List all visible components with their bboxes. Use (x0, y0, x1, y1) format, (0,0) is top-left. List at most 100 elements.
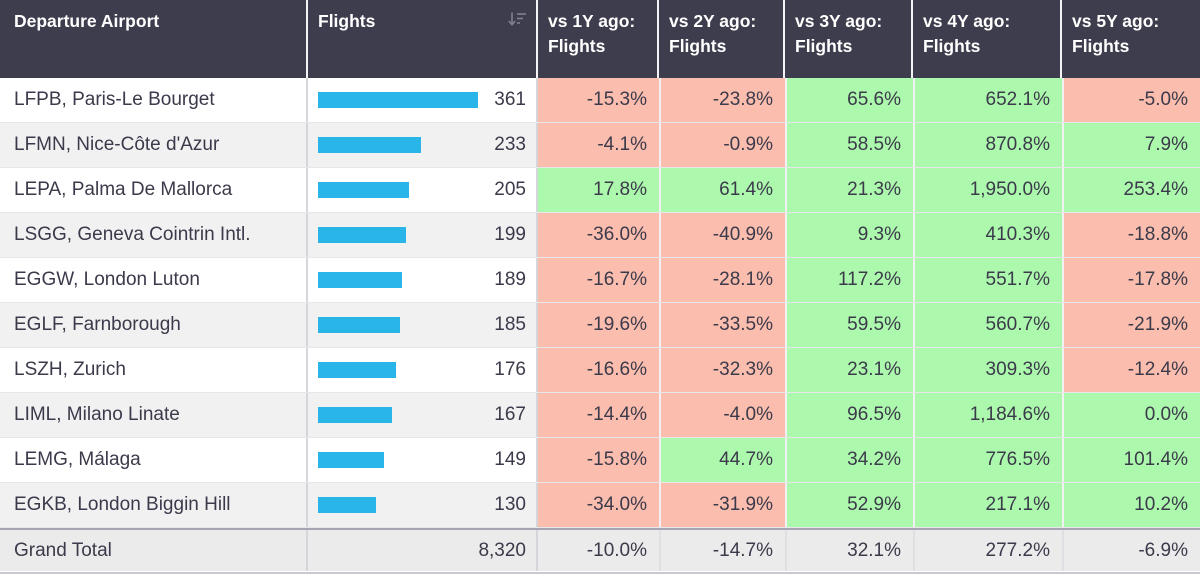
column-header-label: vs 3Y ago: Flights (795, 11, 883, 57)
airport-cell: LEPA, Palma De Mallorca (0, 168, 308, 212)
flights-value: 189 (494, 269, 526, 290)
table-row[interactable]: LEMG, Málaga 149 -15.8% 44.7% 34.2% 776.… (0, 438, 1200, 483)
column-header-vs-3y[interactable]: vs 3Y ago: Flights (785, 0, 913, 78)
airport-cell: EGKB, London Biggin Hill (0, 483, 308, 527)
column-header-label: vs 5Y ago: Flights (1072, 11, 1160, 57)
table-row[interactable]: LIML, Milano Linate 167 -14.4% -4.0% 96.… (0, 393, 1200, 438)
flights-cell: 199 (308, 213, 538, 257)
pct-cell-vs-1y: -16.6% (538, 348, 659, 392)
flights-bar-track (318, 137, 478, 153)
airport-cell: LIML, Milano Linate (0, 393, 308, 437)
column-header-departure-airport[interactable]: Departure Airport (0, 0, 308, 78)
grand-total-label: Grand Total (0, 530, 308, 571)
pct-cell-vs-1y: 17.8% (538, 168, 659, 212)
pct-cell-vs-5y: 7.9% (1062, 123, 1200, 167)
pct-cell-vs-5y: -12.4% (1062, 348, 1200, 392)
pct-cell-vs-3y: 9.3% (785, 213, 913, 257)
column-header-label: vs 2Y ago: Flights (669, 11, 757, 57)
pct-cell-vs-4y: 1,184.6% (913, 393, 1062, 437)
flights-bar (318, 497, 376, 513)
table-row[interactable]: LFPB, Paris-Le Bourget 361 -15.3% -23.8%… (0, 78, 1200, 123)
flights-bar (318, 92, 478, 108)
pct-cell-vs-2y: -32.3% (659, 348, 785, 392)
pct-cell-vs-2y: -33.5% (659, 303, 785, 347)
pct-cell-vs-5y: -5.0% (1062, 78, 1200, 122)
airport-label: EGLF, Farnborough (14, 314, 181, 335)
pct-cell-vs-2y: -28.1% (659, 258, 785, 302)
flights-bar-track (318, 272, 478, 288)
pct-cell-vs-4y: 551.7% (913, 258, 1062, 302)
flights-bar (318, 362, 396, 378)
column-header-label: vs 1Y ago: Flights (548, 11, 636, 57)
flights-bar (318, 452, 385, 468)
table-row[interactable]: EGLF, Farnborough 185 -19.6% -33.5% 59.5… (0, 303, 1200, 348)
pct-cell-vs-4y: 870.8% (913, 123, 1062, 167)
flights-bar (318, 182, 409, 198)
table-header-row: Departure Airport Flights vs 1Y ago: Fli… (0, 0, 1200, 78)
flights-value: 167 (494, 404, 526, 425)
airport-cell: LSZH, Zurich (0, 348, 308, 392)
airport-label: EGGW, London Luton (14, 269, 200, 290)
pct-cell-vs-4y: 309.3% (913, 348, 1062, 392)
flights-value: 185 (494, 314, 526, 335)
flights-cell: 167 (308, 393, 538, 437)
pct-cell-vs-3y: 59.5% (785, 303, 913, 347)
flights-bar-track (318, 452, 478, 468)
grand-total-row: Grand Total 8,320 -10.0% -14.7% 32.1% 27… (0, 528, 1200, 571)
column-header-vs-1y[interactable]: vs 1Y ago: Flights (538, 0, 659, 78)
airport-label: LSGG, Geneva Cointrin Intl. (14, 224, 251, 245)
column-header-label: Flights (318, 11, 376, 31)
flights-bar-track (318, 407, 478, 423)
pct-cell-vs-3y: 117.2% (785, 258, 913, 302)
pct-cell-vs-5y: 101.4% (1062, 438, 1200, 482)
pct-cell-vs-3y: 21.3% (785, 168, 913, 212)
pct-cell-vs-1y: -19.6% (538, 303, 659, 347)
airport-cell: LFMN, Nice-Côte d'Azur (0, 123, 308, 167)
table-row[interactable]: LEPA, Palma De Mallorca 205 17.8% 61.4% … (0, 168, 1200, 213)
flights-cell: 130 (308, 483, 538, 527)
table-row[interactable]: LFMN, Nice-Côte d'Azur 233 -4.1% -0.9% 5… (0, 123, 1200, 168)
airport-cell: LEMG, Málaga (0, 438, 308, 482)
flights-bar-track (318, 227, 478, 243)
table-row[interactable]: EGKB, London Biggin Hill 130 -34.0% -31.… (0, 483, 1200, 528)
grand-total-flights: 8,320 (308, 530, 538, 571)
pct-cell-vs-3y: 96.5% (785, 393, 913, 437)
flights-value: 361 (494, 89, 526, 110)
flights-bar (318, 317, 400, 333)
column-header-vs-4y[interactable]: vs 4Y ago: Flights (913, 0, 1062, 78)
column-header-label: Departure Airport (14, 11, 160, 31)
pct-cell-vs-1y: -4.1% (538, 123, 659, 167)
column-header-flights[interactable]: Flights (308, 0, 538, 78)
flights-value: 176 (494, 359, 526, 380)
pct-cell-vs-1y: -34.0% (538, 483, 659, 527)
grand-total-pct-vs-1y: -10.0% (586, 539, 647, 561)
table-row[interactable]: EGGW, London Luton 189 -16.7% -28.1% 117… (0, 258, 1200, 303)
grand-total-pct-vs-4y: 277.2% (913, 530, 1062, 571)
table-row[interactable]: LSZH, Zurich 176 -16.6% -32.3% 23.1% 309… (0, 348, 1200, 393)
pct-cell-vs-1y: -15.8% (538, 438, 659, 482)
table-body: LFPB, Paris-Le Bourget 361 -15.3% -23.8%… (0, 78, 1200, 528)
airport-cell: EGGW, London Luton (0, 258, 308, 302)
pct-cell-vs-5y: -17.8% (1062, 258, 1200, 302)
flights-bar-track (318, 182, 478, 198)
flights-bar-track (318, 92, 478, 108)
flights-value: 233 (494, 134, 526, 155)
airport-cell: EGLF, Farnborough (0, 303, 308, 347)
pct-cell-vs-1y: -16.7% (538, 258, 659, 302)
column-header-vs-2y[interactable]: vs 2Y ago: Flights (659, 0, 785, 78)
column-header-vs-5y[interactable]: vs 5Y ago: Flights (1062, 0, 1200, 78)
pct-cell-vs-2y: 61.4% (659, 168, 785, 212)
flights-value: 199 (494, 224, 526, 245)
pct-cell-vs-4y: 217.1% (913, 483, 1062, 527)
table-row[interactable]: LSGG, Geneva Cointrin Intl. 199 -36.0% -… (0, 213, 1200, 258)
pct-cell-vs-4y: 560.7% (913, 303, 1062, 347)
column-header-label: vs 4Y ago: Flights (923, 11, 1011, 57)
airport-label: LEMG, Málaga (14, 449, 141, 470)
sort-descending-icon[interactable] (507, 11, 527, 28)
airport-label: LSZH, Zurich (14, 359, 126, 380)
flights-cell: 176 (308, 348, 538, 392)
flights-bar (318, 227, 407, 243)
flights-bar-track (318, 362, 478, 378)
pct-cell-vs-4y: 410.3% (913, 213, 1062, 257)
